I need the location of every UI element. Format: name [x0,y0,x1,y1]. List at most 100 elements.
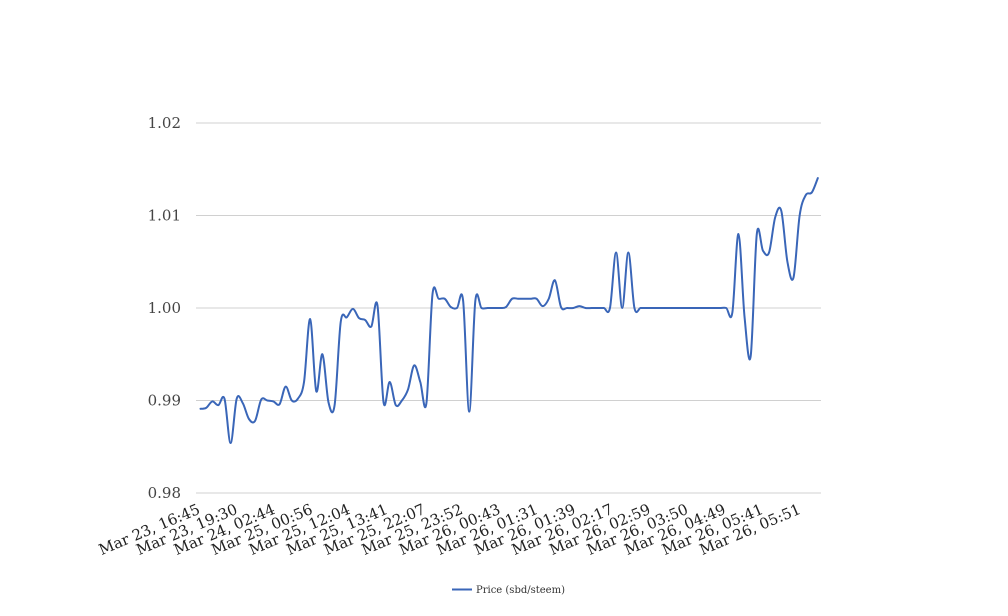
data-point [352,308,354,310]
data-point [639,307,642,309]
y-tick-label: 0.98 [148,484,181,502]
data-point [327,401,330,403]
data-point [688,307,691,309]
data-point [425,402,427,404]
data-point [389,381,391,383]
data-point [303,381,305,383]
data-point [419,381,421,383]
data-point [707,307,709,309]
data-point [223,398,226,400]
data-point [774,216,776,218]
data-point [438,298,440,300]
data-point [554,279,556,281]
data-point [248,418,250,420]
legend: Price (sbd/steem) [452,585,565,596]
data-point [548,298,550,300]
data-point [762,250,764,252]
series-line [199,177,819,445]
y-axis-tick-labels: 0.98 0.99 1.00 1.01 1.02 [148,114,181,502]
data-point [725,307,727,309]
legend-label: Price (sbd/steem) [476,585,565,596]
data-point [737,233,740,235]
y-tick-label: 1.02 [148,114,181,132]
data-point [486,307,489,309]
data-point [597,307,599,309]
data-point [334,404,336,406]
data-point [236,398,238,400]
data-point [731,312,733,314]
data-point [633,307,636,309]
data-point [517,298,519,300]
data-point [627,251,629,254]
data-point [542,305,544,307]
data-point [572,307,574,309]
y-tick-label: 0.99 [148,392,181,410]
data-point [523,298,525,300]
data-point [205,407,207,409]
data-point [401,399,403,402]
data-point [805,194,807,196]
data-point [535,298,538,300]
data-point [358,317,360,319]
data-point [817,176,819,179]
data-point [431,293,434,295]
data-point [676,307,678,309]
data-point [505,306,507,308]
data-point [658,307,660,309]
data-point [603,307,605,309]
data-point [272,400,275,403]
data-point [462,300,464,302]
data-point [591,307,593,309]
data-point [364,319,366,321]
data-point [321,353,323,355]
data-point [297,398,299,400]
y-tick-label: 1.01 [148,207,181,225]
data-point [309,318,311,320]
data-point [260,398,262,401]
data-point [211,400,213,403]
data-point [768,251,770,254]
data-point [376,304,379,306]
data-point [217,404,219,406]
data-point [456,307,458,309]
data-point [407,388,409,390]
data-point [682,307,684,309]
data-point [560,306,562,308]
data-point [229,442,232,444]
data-point [242,402,244,404]
data-point [340,321,342,323]
data-point [468,411,470,413]
data-point [578,305,580,307]
data-point [444,298,446,300]
data-point [278,403,281,405]
data-point [750,355,752,357]
data-point [480,307,483,309]
series-layer [199,176,819,445]
data-point [266,399,268,402]
data-point [413,364,415,366]
data-point [395,404,397,406]
data-point [811,191,813,193]
data-point [719,307,721,309]
data-point [199,408,201,410]
data-point [511,298,513,300]
data-point [756,233,758,235]
data-point [499,307,501,309]
data-point [450,306,452,308]
data-point [713,307,715,309]
data-point [315,390,317,392]
data-point [474,300,476,302]
data-point [493,307,495,309]
data-point [609,307,611,309]
data-point [615,251,617,254]
data-point [786,261,789,263]
data-point [646,307,648,309]
data-point [566,307,568,309]
y-tick-label: 1.00 [148,299,181,317]
data-point [743,316,746,318]
data-point [695,307,697,309]
data-point [285,386,287,388]
data-point [291,399,293,402]
data-point [346,316,348,318]
